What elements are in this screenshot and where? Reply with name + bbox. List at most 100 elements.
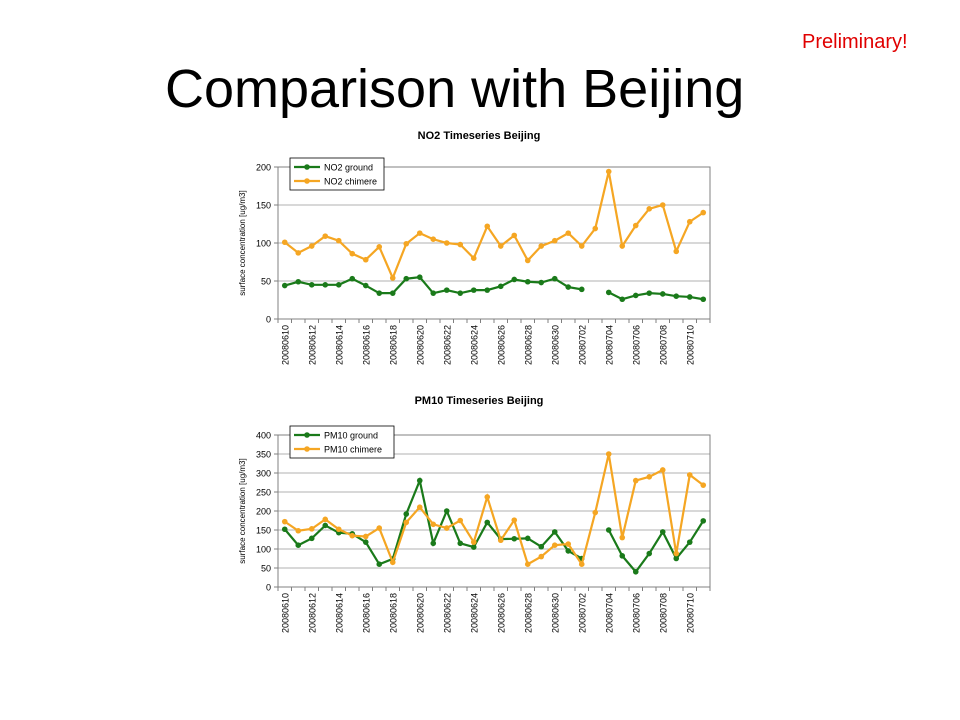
data-point [619, 553, 626, 559]
x-tick-label: 20080710 [685, 325, 695, 365]
data-point [403, 240, 410, 247]
series-ground [281, 274, 707, 303]
data-point [430, 236, 437, 242]
data-point [376, 525, 383, 531]
data-point [430, 290, 437, 296]
x-tick-label: 20080706 [631, 325, 641, 365]
y-axis-label: surface concentration [ug/m3] [238, 190, 247, 295]
data-point [565, 284, 572, 290]
x-tick-label: 20080628 [523, 593, 533, 633]
data-point [389, 559, 396, 566]
data-point [281, 526, 288, 533]
data-point [551, 542, 558, 548]
legend [289, 425, 395, 459]
slide-title: Comparison with Beijing [165, 59, 745, 119]
legend-marker [304, 178, 310, 184]
data-point [524, 561, 531, 567]
x-tick-label: 20080618 [388, 325, 398, 365]
data-point [659, 467, 666, 473]
pm10-timeseries-chart: PM10 Timeseries Beijing 0 50 100 150 200 250 30… [238, 395, 711, 633]
data-point [659, 529, 666, 535]
legend-label: PM10 chimere [324, 445, 382, 455]
x-tick-label: 20080612 [307, 325, 317, 365]
data-point [281, 239, 288, 246]
data-point [322, 282, 329, 288]
data-point [646, 474, 653, 480]
y-tick-label: 350 [256, 450, 271, 460]
data-point [686, 539, 693, 545]
x-tick-label: 20080706 [631, 593, 641, 633]
data-point [646, 550, 653, 557]
data-point [592, 225, 599, 232]
x-tick-label: 20080704 [604, 325, 614, 365]
legend-label: NO2 chimere [324, 177, 377, 187]
data-point [281, 518, 288, 525]
data-point [605, 451, 612, 457]
data-point [443, 508, 450, 514]
y-tick-label: 50 [261, 277, 271, 287]
data-point [551, 275, 558, 282]
data-point [700, 482, 707, 488]
data-point [619, 243, 626, 249]
x-tick-label: 20080610 [280, 325, 290, 365]
data-point [403, 519, 410, 526]
legend [289, 157, 385, 191]
x-tick-label: 20080708 [658, 593, 668, 633]
data-point [632, 477, 639, 484]
data-point [376, 244, 383, 250]
data-point [470, 544, 477, 550]
data-point [646, 290, 653, 296]
x-tick-label: 20080702 [577, 325, 587, 365]
data-point [308, 535, 315, 542]
data-point [673, 555, 680, 562]
legend-label: NO2 ground [324, 163, 373, 173]
chart-title: NO2 Timeseries Beijing [418, 130, 541, 142]
data-point [335, 282, 342, 288]
y-tick-label: 300 [256, 469, 271, 479]
data-point [673, 293, 680, 299]
data-point [632, 222, 639, 229]
data-point [430, 540, 437, 547]
data-point [524, 535, 531, 542]
data-point [511, 517, 518, 523]
series-line [607, 520, 705, 574]
data-point [565, 541, 572, 547]
data-point [497, 537, 504, 544]
data-point [700, 518, 707, 524]
y-axis-label: surface concentration [ug/m3] [238, 458, 247, 563]
data-point [592, 509, 599, 516]
x-tick-label: 20080616 [361, 593, 371, 633]
data-point [659, 291, 666, 297]
data-point [349, 532, 356, 539]
x-tick-label: 20080630 [550, 325, 560, 365]
y-tick-label: 0 [266, 315, 271, 325]
data-point [389, 290, 396, 296]
data-point [295, 278, 302, 285]
data-point [484, 494, 491, 500]
data-point [538, 243, 545, 249]
data-point [605, 527, 612, 533]
data-point [700, 296, 707, 303]
chart-title: PM10 Timeseries Beijing [415, 395, 544, 407]
data-point [632, 292, 639, 299]
y-tick-label: 150 [256, 526, 271, 536]
x-tick-label: 20080620 [415, 593, 425, 633]
data-point [416, 477, 423, 484]
data-point [443, 240, 450, 246]
data-point [551, 237, 558, 244]
y-tick-label: 100 [256, 239, 271, 249]
data-point [565, 230, 572, 236]
data-point [322, 522, 329, 529]
data-point [605, 168, 612, 175]
y-tick-label: 400 [256, 431, 271, 441]
data-point [673, 550, 680, 557]
data-point [484, 519, 491, 526]
x-tick-label: 20080622 [442, 593, 452, 633]
data-point [362, 539, 369, 545]
data-point [484, 287, 491, 293]
data-point [686, 294, 693, 300]
data-point [308, 282, 315, 288]
data-point [565, 548, 572, 554]
x-tick-label: 20080614 [334, 325, 344, 365]
data-point [619, 534, 626, 541]
